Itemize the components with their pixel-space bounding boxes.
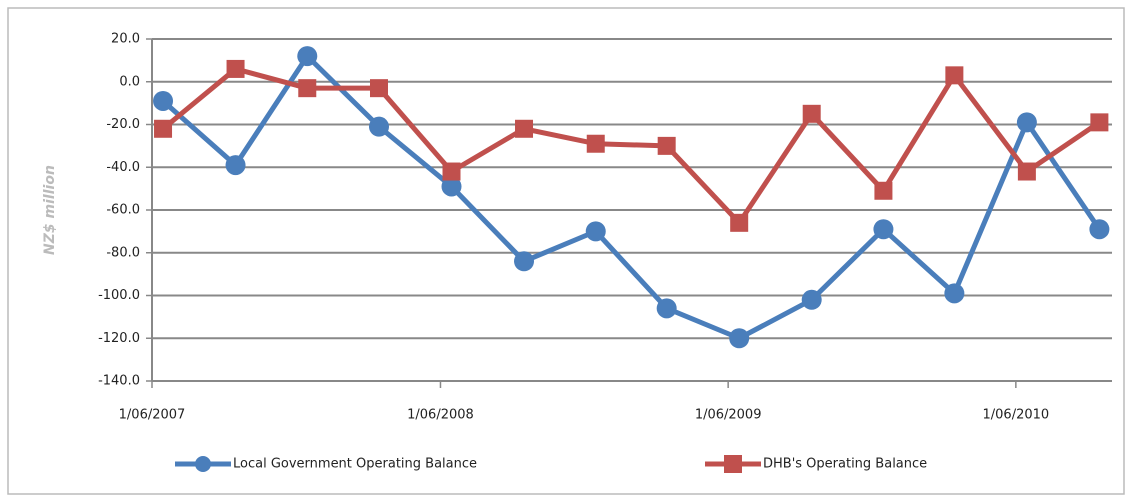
marker <box>801 289 822 310</box>
x-tick-label: 1/06/2008 <box>407 408 474 423</box>
marker <box>585 221 606 242</box>
marker <box>944 283 965 304</box>
series-line <box>161 53 1102 341</box>
marker <box>225 155 246 176</box>
y-tick-label: -60.0 <box>106 203 140 218</box>
marker <box>657 136 676 155</box>
marker <box>802 104 821 123</box>
y-tick-label: 0.0 <box>119 74 140 89</box>
marker <box>1090 113 1109 132</box>
y-tick-label: -40.0 <box>106 160 140 175</box>
y-tick-label: -120.0 <box>98 331 140 346</box>
marker <box>730 213 749 232</box>
legend-marker <box>195 456 211 472</box>
marker <box>369 79 388 98</box>
legend-label: Local Government Operating Balance <box>233 457 477 472</box>
marker <box>368 116 389 137</box>
chart-frame <box>7 7 1125 495</box>
marker <box>1089 219 1110 240</box>
y-axis-label: NZ$ million <box>42 165 58 255</box>
x-tick-label: 1/06/2007 <box>119 408 186 423</box>
marker <box>656 298 677 319</box>
y-tick-label: -140.0 <box>98 374 140 389</box>
marker <box>1016 112 1037 133</box>
marker <box>586 134 605 153</box>
marker <box>441 176 462 197</box>
marker <box>298 79 317 98</box>
y-tick-label: -20.0 <box>106 117 140 132</box>
legend-marker <box>724 455 742 473</box>
marker <box>729 328 750 349</box>
legend-label: DHB's Operating Balance <box>763 457 927 472</box>
marker <box>442 162 461 181</box>
marker <box>1017 162 1036 181</box>
x-tick-label: 1/06/2010 <box>983 408 1050 423</box>
y-tick-label: -80.0 <box>106 245 140 260</box>
marker <box>297 46 318 67</box>
y-tick-label: -100.0 <box>98 288 140 303</box>
marker <box>874 181 893 200</box>
marker <box>945 66 964 85</box>
marker <box>153 90 174 111</box>
marker <box>515 119 534 138</box>
marker <box>226 59 245 78</box>
marker <box>514 251 535 272</box>
series-line <box>161 66 1101 226</box>
marker <box>873 219 894 240</box>
x-tick-label: 1/06/2009 <box>695 408 762 423</box>
y-tick-label: 20.0 <box>111 32 140 47</box>
marker <box>154 119 173 138</box>
